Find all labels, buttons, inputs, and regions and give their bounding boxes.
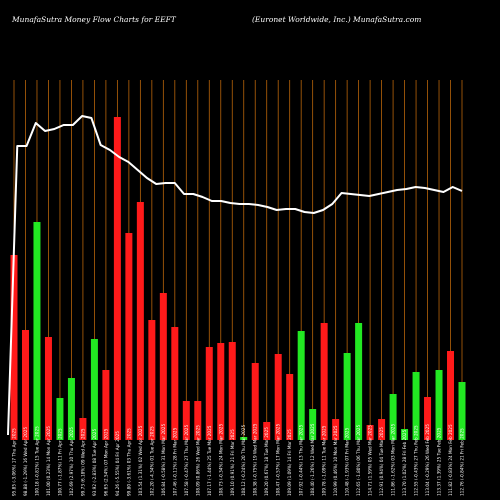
- x-tick-labels: 95.85 (-3.06%) 17 Thu Apr 2025 98.88 (-1.…: [12, 423, 465, 496]
- bar-down: [10, 255, 18, 440]
- x-tick-label: 112.65 (-1.80%) 06 Thu Mar 2025: [356, 425, 361, 496]
- bar-down: [102, 370, 110, 440]
- x-tick-label: 107.46 (-0.11%) 28 Fri Mar 2025: [172, 427, 177, 496]
- bar-down: [378, 419, 386, 440]
- bar-down: [263, 422, 271, 440]
- bar-down: [228, 342, 236, 440]
- bar-up: [389, 394, 397, 440]
- x-tick-label: 102.20 (-4.34%) 01 Tue Apr 2025: [149, 426, 154, 496]
- price-line-path: [7, 115, 463, 436]
- x-tick-label: 106.84 (-0.58%) 31 Mon Mar 2025: [161, 424, 166, 496]
- x-tick-label: 108.38 (-0.75%) 19 Wed Mar 2025: [253, 423, 258, 496]
- bar-down: [136, 202, 144, 440]
- x-tick-label: 108.47 (-0.57%) 17 Mon Mar 2025: [276, 424, 281, 496]
- bar-up: [297, 331, 305, 440]
- x-tick-label: 110.48 (-1.93%) 07 Fri Mar 2025: [345, 427, 350, 496]
- bar-down: [251, 363, 259, 440]
- x-tick-label: 100.18 (-0.81%) 15 Tue Apr 2025: [34, 426, 39, 496]
- x-tick-label: 103.54 (1.31%) 02 Wed Apr 2025: [138, 425, 143, 496]
- x-tick-label: 113.04 (-0.29%) 26 Wed Feb 2025: [425, 424, 430, 496]
- x-tick-label: 100.77 (-1.87%) 11 Fri Apr 2025: [57, 428, 62, 496]
- x-tick-label: 99.80 (-3.61%) 03 Thu Apr 2025: [126, 428, 131, 496]
- bar-up: [67, 378, 75, 440]
- bar-up: [412, 372, 420, 440]
- x-tick-label: 111.86 (-1.62%) 03 Mon Mar 2025: [391, 424, 396, 496]
- x-tick-label: 102.69 (2.97%) 10 Thu Apr 2025: [69, 427, 74, 496]
- x-tick-label: 107.17 (-1.44%) 25 Tue Mar 2025: [207, 425, 212, 496]
- x-tick-label: 107.92 (-0.44%) 13 Thu Mar 2025: [299, 425, 304, 496]
- x-tick-label: 112.76 (-0.84%) 21 Fri Feb 2025: [460, 428, 465, 496]
- bar-down: [366, 425, 374, 440]
- x-tick-label: 112.55 (-0.43%) 27 Thu Feb 2025: [414, 425, 419, 496]
- money-flow-bars: [10, 117, 466, 440]
- bar-up: [343, 353, 351, 440]
- bar-up: [240, 437, 248, 440]
- x-tick-label: 96.65 (2.54%) 07 Mon Apr 2025: [103, 428, 108, 496]
- bar-down: [44, 337, 52, 440]
- bar-down: [217, 343, 225, 440]
- x-tick-label: 108.73 (-0.34%) 24 Mon Mar 2025: [218, 424, 223, 496]
- x-tick-label: 107.58 (-0.47%) 27 Thu Mar 2025: [184, 425, 189, 496]
- bar-up: [90, 339, 98, 440]
- x-tick-label: 113.37 (1.39%) 25 Tue Feb 2025: [437, 427, 442, 496]
- bar-up: [435, 370, 443, 440]
- x-tick-label: 109.10 (0.91%) 21 Fri Mar 2025: [230, 429, 235, 496]
- x-tick-label: 95.85 (-3.06%) 17 Thu Apr 2025: [12, 428, 17, 496]
- bar-down: [21, 330, 29, 440]
- bar-down: [79, 418, 87, 440]
- bar-down: [332, 419, 340, 440]
- x-tick-label: 109.78 (-1.09%) 11 Tue Mar 2025: [322, 425, 327, 496]
- x-tick-label: 108.12 (-0.24%) 20 Thu Mar 2025: [241, 425, 246, 496]
- bar-down: [194, 401, 202, 440]
- bar-down: [125, 233, 133, 440]
- bar-down: [171, 327, 179, 440]
- x-tick-label: 108.09 (0.86%) 26 Wed Mar 2025: [195, 425, 200, 496]
- bar-down: [113, 117, 121, 440]
- bar-down: [182, 401, 190, 440]
- x-tick-label: 99.73 (6.18%) 09 Wed Apr 2025: [80, 428, 85, 496]
- bar-down: [424, 397, 432, 440]
- x-tick-label: 101.00 (0.23%) 14 Mon Apr 2025: [46, 426, 51, 496]
- chart-subtitle: (Euronet Worldwide, Inc.) MunafaSutra.co…: [252, 15, 421, 24]
- bar-down: [159, 293, 167, 440]
- x-tick-label: 94.26 (-5.55%) 04 Fri Apr 2025: [115, 431, 120, 496]
- bar-up: [309, 409, 317, 440]
- x-tick-label: 113.70 (1.02%) 28 Fri Feb 2025: [402, 429, 407, 496]
- bar-up: [56, 398, 64, 440]
- bar-up: [355, 323, 363, 440]
- bar-down: [286, 374, 294, 440]
- chart-title: MunafaSutra Money Flow Charts for EEFT: [11, 15, 177, 24]
- x-tick-label: 98.88 (-1.29%) 16 Wed Apr 2025: [23, 427, 28, 496]
- bar-down: [274, 354, 282, 440]
- x-tick-label: 114.71 (1.59%) 05 Wed Mar 2025: [368, 425, 373, 496]
- x-tick-label: 109.20 (0.67%) 18 Tue Mar 2025: [264, 427, 269, 496]
- x-tick-label: 112.91 (0.94%) 04 Tue Mar 2025: [379, 427, 384, 496]
- bar-down: [320, 323, 328, 440]
- x-tick-label: 111.82 (-0.83%) 24 Mon Feb 2025: [448, 424, 453, 496]
- bar-down: [205, 347, 213, 440]
- x-tick-label: 93.92 (-2.83%) 08 Tue Apr 2025: [92, 429, 97, 496]
- bar-down: [148, 320, 156, 440]
- price-line: [7, 115, 463, 436]
- x-tick-label: 108.40 (-1.26%) 12 Wed Mar 2025: [310, 423, 315, 496]
- x-tick-label: 110.99 (0.46%) 10 Mon Mar 2025: [333, 425, 338, 496]
- x-tick-label: 109.09 (1.09%) 14 Fri Mar 2025: [287, 429, 292, 496]
- bar-down: [447, 351, 455, 440]
- bar-up: [458, 382, 466, 440]
- bar-up: [401, 429, 409, 440]
- bar-up: [33, 222, 41, 440]
